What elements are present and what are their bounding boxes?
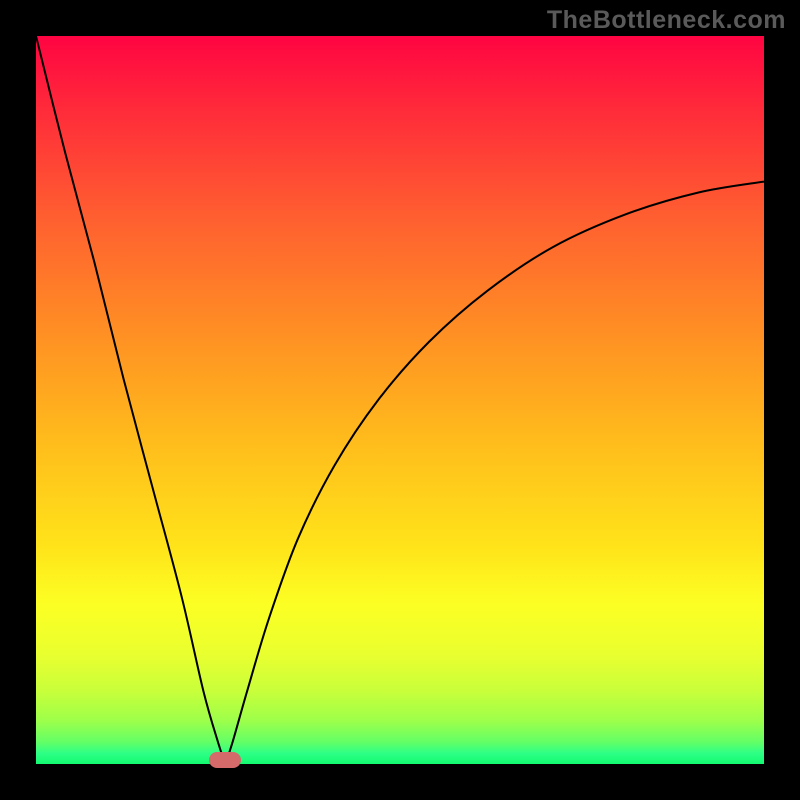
minimum-marker: [209, 752, 241, 768]
watermark-text: TheBottleneck.com: [547, 6, 786, 35]
plot-background-gradient: [36, 36, 764, 764]
bottleneck-plot: [0, 0, 800, 800]
